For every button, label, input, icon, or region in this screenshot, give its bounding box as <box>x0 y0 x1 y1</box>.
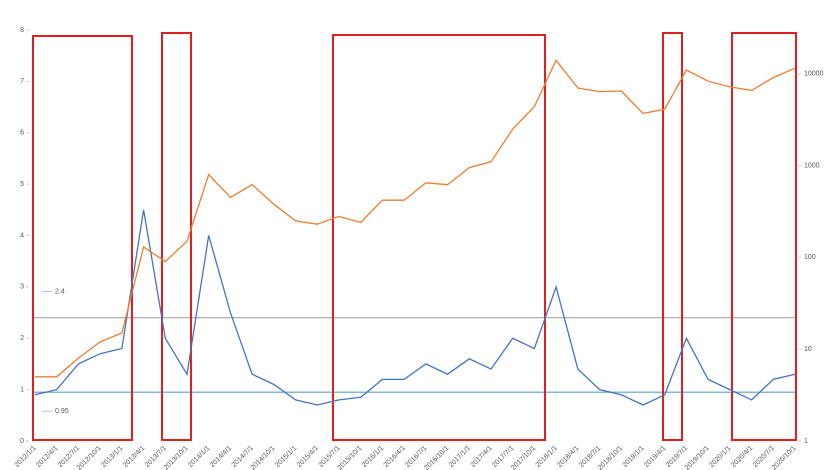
reference-label: 0.95 <box>55 408 69 415</box>
x-tick-label: 2015/1/1 <box>274 445 298 469</box>
y2-tick-label: 10 <box>804 346 812 353</box>
y-tick-label: 5 <box>20 181 24 188</box>
x-tick-label: 2017/10/1 <box>510 445 537 470</box>
x-tick-label: 2017/1/1 <box>448 445 472 469</box>
y-tick-label: 2 <box>20 335 24 342</box>
highlight-box <box>161 32 192 441</box>
x-tick-label: 2012/4/1 <box>35 445 59 469</box>
x-tick-label: 2018/1/1 <box>535 445 559 469</box>
x-tick-label: 2016/10/1 <box>423 445 450 470</box>
x-tick-label: 2017/4/1 <box>469 445 493 469</box>
y2-tick-label: 10000 <box>804 71 824 78</box>
x-tick-label: 2018/4/1 <box>556 445 580 469</box>
highlights <box>32 32 797 441</box>
y-tick-label: 0 <box>20 438 24 445</box>
highlight-box <box>332 34 546 441</box>
series-line <box>34 209 796 406</box>
x-tick-label: 2015/4/1 <box>296 445 320 469</box>
x-tick-label: 2014/4/1 <box>209 445 233 469</box>
y2-tick-label: 1000 <box>804 162 820 169</box>
x-tick-label: 2015/10/1 <box>336 445 363 470</box>
y2-tick-label: 100 <box>804 254 816 261</box>
y-tick-label: 3 <box>20 284 24 291</box>
x-tick-label: 2016/4/1 <box>383 445 407 469</box>
y-tick-label: 4 <box>20 232 24 239</box>
x-tick-label: 2016/1/1 <box>361 445 385 469</box>
reference-label: 2.4 <box>55 289 65 296</box>
x-tick-label: 2019/1/1 <box>621 445 645 469</box>
x-tick-label: 2019/4/1 <box>643 445 667 469</box>
series-line <box>35 59 796 378</box>
highlight-box <box>662 32 683 441</box>
x-tick-label: 2018/10/1 <box>597 445 624 470</box>
y2-tick-label: 1 <box>804 438 808 445</box>
x-tick-label: 2020/4/1 <box>730 445 754 469</box>
x-tick-label: 2014/1/1 <box>187 445 211 469</box>
x-tick-label: 2012/1/1 <box>13 445 37 469</box>
highlight-box <box>32 35 133 441</box>
y-tick-label: 8 <box>20 27 24 34</box>
y-tick-label: 6 <box>20 130 24 137</box>
x-tick-label: 2020/1/1 <box>708 445 732 469</box>
y-tick-label: 7 <box>20 78 24 85</box>
y-tick-label: 1 <box>20 386 24 393</box>
x-tick-label: 2013/1/1 <box>100 445 124 469</box>
x-tick-label: 2013/4/1 <box>122 445 146 469</box>
highlight-box <box>731 32 797 441</box>
